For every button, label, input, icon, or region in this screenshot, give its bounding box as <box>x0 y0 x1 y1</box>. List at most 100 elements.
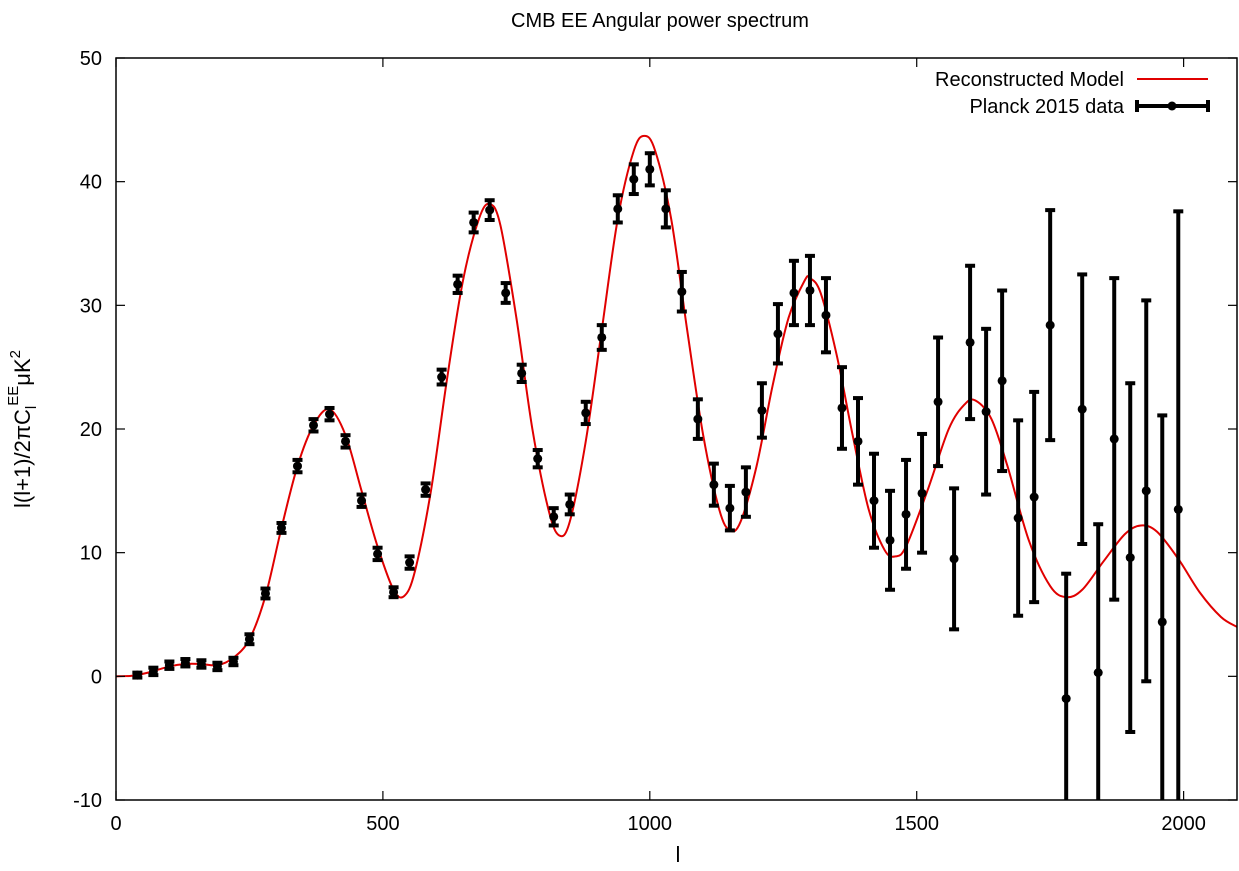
data-marker <box>244 634 254 644</box>
data-marker <box>1013 513 1023 523</box>
data-point <box>404 554 415 571</box>
data-point <box>933 335 944 469</box>
data-point <box>260 586 271 601</box>
x-tick-label: 0 <box>110 813 121 835</box>
data-point <box>660 188 671 230</box>
legend-label-model: Reconstructed Model <box>935 69 1124 91</box>
axes: 0 500 1000 1500 2000 -10 0 10 20 30 40 50 <box>73 48 1238 835</box>
data-point <box>1077 272 1088 547</box>
legend-label-data: Planck 2015 data <box>969 96 1124 118</box>
x-tick-label: 500 <box>366 813 399 835</box>
data-marker <box>581 408 591 418</box>
data-point <box>1141 298 1152 684</box>
plot-area <box>116 134 1237 800</box>
data-point <box>196 658 207 670</box>
data-point <box>452 273 463 295</box>
data-marker <box>469 217 479 227</box>
data-point <box>468 210 479 235</box>
y-tick-label: 20 <box>80 419 102 441</box>
data-point <box>1045 208 1056 443</box>
data-point <box>164 659 175 671</box>
y-tick-label: -10 <box>73 790 102 812</box>
data-point <box>212 660 223 673</box>
data-marker <box>132 670 142 680</box>
model-curve <box>116 134 1237 678</box>
data-point <box>852 396 863 487</box>
data-point <box>340 433 351 450</box>
data-point <box>1109 276 1120 602</box>
data-marker <box>997 376 1007 386</box>
data-point <box>500 281 511 305</box>
y-axis-label-sub: l <box>23 406 40 409</box>
y-axis-label-rest: μK <box>10 358 35 386</box>
x-ticks: 0 500 1000 1500 2000 <box>110 58 1206 835</box>
x-tick-label: 1500 <box>894 813 939 835</box>
data-point <box>772 302 783 366</box>
data-point <box>532 448 543 470</box>
data-marker <box>1157 617 1167 627</box>
data-point <box>388 585 399 600</box>
data-marker <box>773 329 783 339</box>
data-point <box>869 451 880 550</box>
data-point <box>885 488 896 592</box>
data-point <box>836 365 847 451</box>
y-tick-label: 0 <box>91 666 102 688</box>
data-marker <box>789 288 799 298</box>
data-marker <box>885 535 895 545</box>
data-point <box>228 655 239 668</box>
data-marker <box>421 485 431 495</box>
data-marker <box>981 407 991 417</box>
data-point <box>1029 389 1040 605</box>
data-point <box>708 461 719 508</box>
data-marker <box>965 337 975 347</box>
y-tick-label: 40 <box>80 172 102 194</box>
data-point <box>692 397 703 441</box>
data-point <box>628 162 639 197</box>
y-axis-label-sup: EE <box>5 386 22 406</box>
y-axis-label: l(l+1)/2πClEEμK2 <box>5 350 40 508</box>
data-marker <box>1045 320 1055 330</box>
data-marker <box>405 558 415 568</box>
data-point <box>1061 571 1072 800</box>
data-marker <box>1173 504 1183 514</box>
data-point <box>820 276 831 355</box>
legend: Reconstructed Model Planck 2015 data <box>935 69 1210 118</box>
data-point <box>981 326 992 497</box>
data-marker <box>709 480 719 490</box>
data-marker <box>901 509 911 519</box>
data-marker <box>949 554 959 564</box>
data-point <box>756 381 767 440</box>
data-marker <box>180 658 190 668</box>
data-point <box>997 288 1008 474</box>
data-marker <box>501 288 511 298</box>
data-point <box>276 520 287 535</box>
data-marker <box>212 661 222 671</box>
data-point <box>324 405 335 423</box>
data-marker <box>164 660 174 670</box>
data-marker <box>373 549 383 559</box>
data-marker <box>260 588 270 598</box>
y-tick-label: 30 <box>80 295 102 317</box>
data-marker <box>292 461 302 471</box>
plot-clipped <box>116 134 1237 800</box>
data-point <box>1157 413 1168 800</box>
data-marker <box>1125 553 1135 563</box>
data-marker <box>741 487 751 497</box>
data-marker <box>1061 694 1071 704</box>
data-point <box>788 258 799 328</box>
data-point <box>356 492 367 509</box>
data-marker <box>1029 492 1039 502</box>
data-point <box>148 665 159 678</box>
data-point <box>724 483 735 533</box>
data-point <box>676 269 687 314</box>
data-point <box>1013 418 1024 618</box>
data-marker <box>549 512 559 522</box>
data-marker <box>917 488 927 498</box>
data-marker <box>565 499 575 509</box>
data-marker <box>437 372 447 382</box>
data-marker <box>453 279 463 289</box>
data-point <box>308 417 319 434</box>
data-marker <box>693 414 703 424</box>
data-marker <box>309 420 319 430</box>
